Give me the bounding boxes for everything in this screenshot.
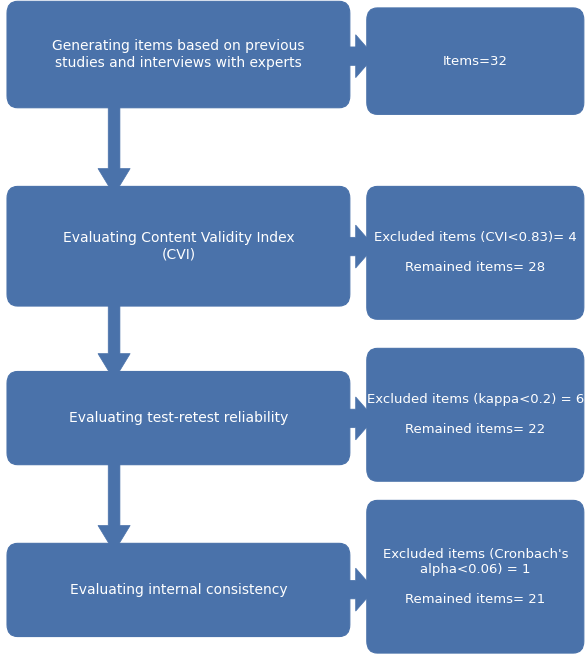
Text: Evaluating internal consistency: Evaluating internal consistency [70,583,287,597]
Polygon shape [98,99,130,195]
Text: Evaluating Content Validity Index
(CVI): Evaluating Content Validity Index (CVI) [63,231,294,261]
Text: Excluded items (Cronbach's
alpha<0.06) = 1

Remained items= 21: Excluded items (Cronbach's alpha<0.06) =… [383,548,568,605]
FancyBboxPatch shape [7,1,350,108]
Text: Excluded items (kappa<0.2) = 6

Remained items= 22: Excluded items (kappa<0.2) = 6 Remained … [367,393,584,436]
Text: Evaluating test-retest reliability: Evaluating test-retest reliability [69,411,288,425]
Text: Generating items based on previous
studies and interviews with experts: Generating items based on previous studi… [52,40,305,69]
Text: Excluded items (CVI<0.83)= 4

Remained items= 28: Excluded items (CVI<0.83)= 4 Remained it… [374,231,577,274]
FancyBboxPatch shape [7,186,350,306]
Polygon shape [98,297,130,380]
Polygon shape [336,397,374,440]
FancyBboxPatch shape [367,8,584,114]
Polygon shape [336,225,374,268]
FancyBboxPatch shape [367,348,584,481]
Polygon shape [336,34,374,77]
FancyBboxPatch shape [7,543,350,637]
FancyBboxPatch shape [7,371,350,465]
Polygon shape [98,456,130,552]
FancyBboxPatch shape [367,186,584,319]
Polygon shape [336,568,374,611]
Text: Items=32: Items=32 [443,55,508,67]
FancyBboxPatch shape [367,500,584,653]
